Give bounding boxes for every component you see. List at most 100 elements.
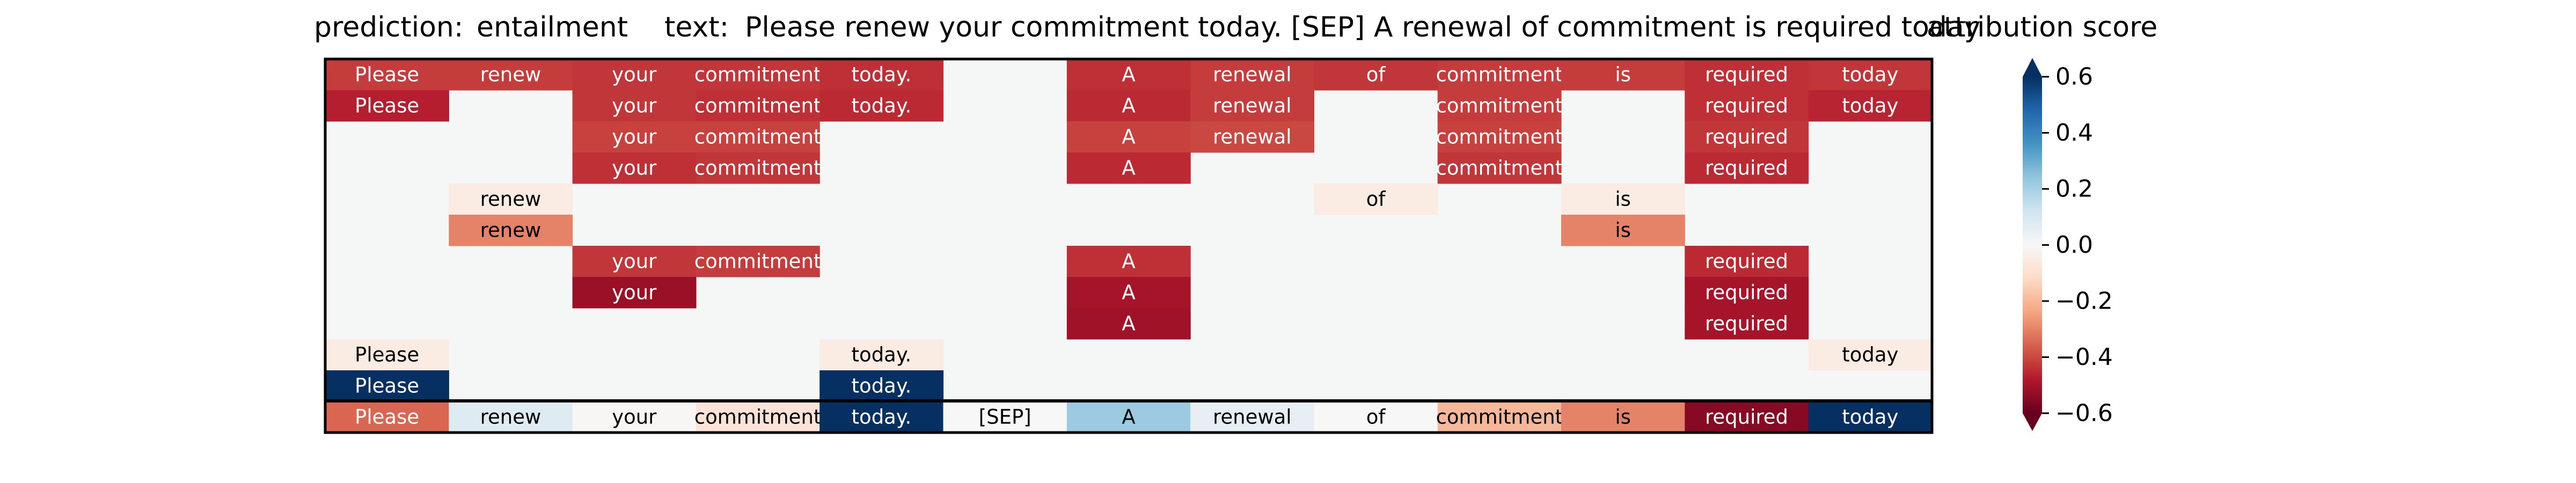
heatmap-cell [1561,215,1685,246]
text-label: text: [664,11,729,43]
heatmap-cell-label: required [1705,94,1788,118]
heatmap-cell-label: Please [355,63,419,86]
heatmap-cell-label: today. [852,63,912,86]
heatmap-cell-label: today. [852,94,912,118]
heatmap-cell-label: your [612,406,657,429]
heatmap-cell [572,90,697,122]
heatmap-cell [572,401,697,433]
heatmap-cell [696,246,820,277]
heatmap-cell [1190,121,1314,153]
heatmap-cell [1685,401,1809,433]
heatmap-cell [1561,59,1685,91]
heatmap-cell [325,370,449,402]
heatmap-cell-label: A [1122,250,1135,273]
heatmap-cell [1437,59,1562,91]
heatmap-cell-label: is [1615,219,1631,242]
heatmap-cell [1066,152,1191,184]
heatmap-cell [819,90,944,122]
heatmap-cell [572,121,697,153]
heatmap-cell [1066,90,1191,122]
heatmap-cell-label: Please [355,406,419,429]
prediction-value: entailment [477,11,628,43]
heatmap-cell-label: commitment [694,157,822,180]
heatmap-cell-label: Please [355,343,419,367]
heatmap-cell [1314,59,1438,91]
heatmap-cell-label: A [1122,94,1135,118]
heatmap-cell [1066,308,1191,340]
heatmap-cell-label: is [1615,406,1631,429]
heatmap-cell [819,370,944,402]
heatmap-cell [325,339,449,371]
heatmap-cell-label: A [1122,63,1135,86]
heatmap-cell [819,59,944,91]
heatmap-cell-label: required [1705,63,1788,86]
colorbar-extend-bottom [2023,413,2042,431]
heatmap-cell-label: commitment [1436,94,1563,118]
heatmap-cell [1066,277,1191,309]
heatmap-cell-label: Please [355,375,419,398]
heatmap-cell [1561,184,1685,215]
heatmap-cell-label: your [612,63,657,86]
heatmap-cell-label: A [1122,281,1135,304]
heatmap-cell [1190,90,1314,122]
heatmap-cell-label: commitment [1436,406,1563,429]
heatmap-cell-label: A [1122,157,1135,180]
heatmap-cell [449,184,573,215]
colorbar-gradient [2023,77,2042,413]
heatmap-cell-label: renewal [1213,406,1292,429]
heatmap-cell [1066,246,1191,277]
heatmap-cell-label: your [612,94,657,118]
colorbar-ticks: 0.6 0.4 0.2 0.0 −0.2 −0.4 −0.6 [2042,63,2113,427]
colorbar-label: attribution score [1927,11,2157,43]
heatmap-cell-label: renewal [1213,63,1292,86]
colorbar-tick-label: −0.2 [2055,288,2113,315]
heatmap-cell [572,277,697,309]
heatmap-cell-label: your [612,126,657,149]
prediction-label: prediction: [314,11,463,43]
colorbar-extend-top [2023,58,2042,77]
heatmap-cell-label: is [1615,188,1631,211]
heatmap-cell [1066,401,1191,433]
heatmap-cell-label: renew [480,219,541,242]
heatmap-cell-label: commitment [694,63,822,86]
heatmap-cell-label: renewal [1213,126,1292,149]
heatmap-cell [325,90,449,122]
heatmap-cell-label: today [1842,63,1898,86]
heatmap-cell-label: renew [480,406,541,429]
heatmap-cell [696,121,820,153]
heatmap-cell [1685,246,1809,277]
heatmap-cell-label: commitment [1436,63,1563,86]
heatmap-cell-label: of [1366,406,1386,429]
heatmap-cell-label: renew [480,188,541,211]
heatmap-cell [1190,401,1314,433]
heatmap-cell [1685,308,1809,340]
heatmap-cell [1314,401,1438,433]
heatmap-cell [449,401,573,433]
heatmap-cell-label: your [612,157,657,180]
heatmap-cell [449,215,573,246]
colorbar-tick-label: 0.0 [2055,231,2093,259]
colorbar-tick-label: 0.2 [2055,175,2093,203]
heatmap-cell [1066,121,1191,153]
heatmap-cell-label: today [1842,94,1898,118]
heatmap-cell-label: [SEP] [979,406,1031,429]
heatmap-cell [1808,59,1933,91]
heatmap-cell-label: today. [852,375,912,398]
heatmap-cell-label: today [1842,406,1898,429]
heatmap-cell-label: is [1615,63,1631,86]
heatmap-cell-label: required [1705,126,1788,149]
text-value: Please renew your commitment today. [SEP… [745,11,1981,43]
heatmap-cell-label: commitment [1436,157,1563,180]
heatmap-cell [572,246,697,277]
heatmap-cell-label: required [1705,250,1788,273]
heatmap-cell [696,401,820,433]
heatmap-cell-label: A [1122,126,1135,149]
heatmap-frame [324,57,1934,434]
heatmap-cell [1808,401,1933,433]
heatmap-cell [819,339,944,371]
heatmap-cell [819,401,944,433]
heatmap-cell [572,59,697,91]
heatmap-cell [1808,339,1933,371]
heatmap-cell [1685,121,1809,153]
heatmap-cell [1561,401,1685,433]
